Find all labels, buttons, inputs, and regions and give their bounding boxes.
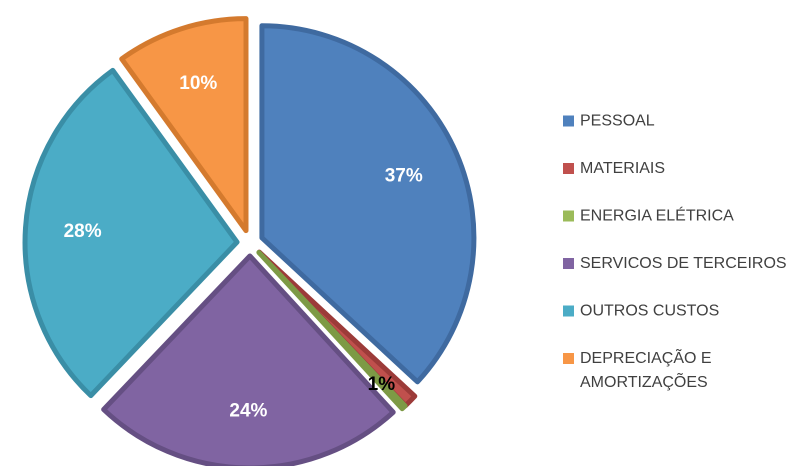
pie-slice-depreciacao-e-amortizacoes (119, 16, 249, 234)
slice-label-outros-custos: 28% (64, 221, 102, 242)
slice-labels: 37% 1% 24% 28% 10% (64, 73, 423, 421)
legend-item-outros-custos: OUTROS CUSTOS (563, 303, 719, 320)
slice-label-depreciacao-e-amortizacoes: 10% (179, 73, 217, 94)
legend-swatch (563, 210, 574, 222)
slice-label-servicos-de-terceiros: 24% (229, 400, 267, 421)
legend-item-materiais: MATERIAIS (563, 160, 665, 177)
pie-slice-energia-eletrica (256, 249, 408, 412)
legend-item-servicos-de-terceiros: SERVICOS DE TERCEIROS (563, 255, 787, 272)
slice-label-energia-eletrica: 1% (368, 374, 396, 395)
legend-label: MATERIAIS (580, 160, 665, 177)
slice-label-pessoal: 37% (385, 165, 423, 186)
pie-slice-outros-custos (22, 67, 240, 399)
legend-swatch (563, 305, 574, 317)
legend-swatch (563, 353, 574, 364)
pie-slice-servicos-de-terceiros (101, 253, 396, 466)
legend-label: PESSOAL (580, 113, 655, 130)
legend-item-depreciacao-e-amortizacoes: DEPRECIAÇÃO E AMORTIZAÇÕES (563, 347, 712, 391)
legend-swatch (563, 258, 574, 269)
legend-label: OUTROS CUSTOS (580, 303, 719, 320)
legend-label: SERVICOS DE TERCEIROS (580, 255, 787, 272)
pie-slice-pessoal (259, 23, 477, 385)
legend-label: AMORTIZAÇÕES (580, 371, 708, 391)
pie-slices (22, 16, 477, 466)
legend-swatch (563, 163, 574, 174)
legend: PESSOAL MATERIAIS ENERGIA ELÉTRICA SERVICOS… (563, 113, 787, 391)
legend-label: DEPRECIAÇÃO E (580, 347, 712, 367)
legend-swatch (563, 115, 574, 127)
legend-item-pessoal: PESSOAL (563, 113, 655, 130)
legend-item-energia-eletrica: ENERGIA ELÉTRICA (563, 206, 734, 225)
legend-label: ENERGIA ELÉTRICA (580, 206, 734, 225)
